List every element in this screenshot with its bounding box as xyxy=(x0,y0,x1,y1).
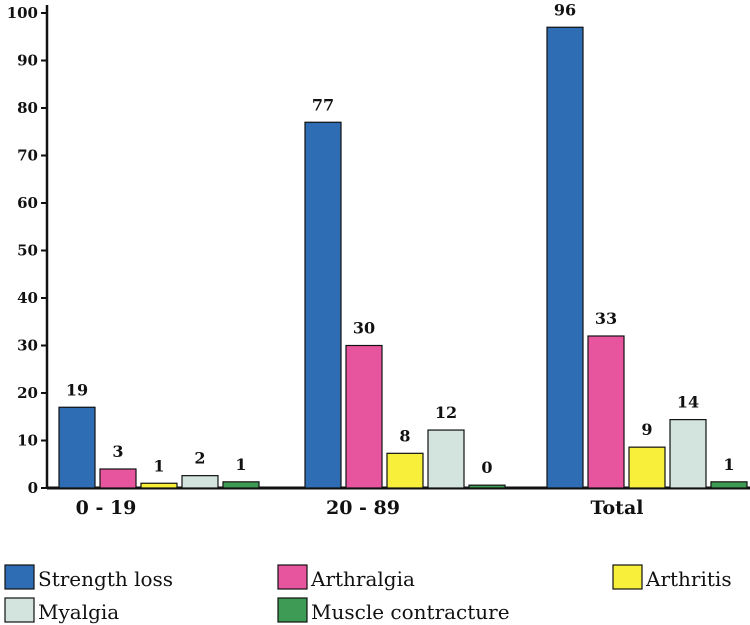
data-label: 8 xyxy=(399,426,410,445)
data-label: 3 xyxy=(112,442,123,461)
bar-myalgia-0 xyxy=(181,475,219,489)
bar-arthralgia-0 xyxy=(99,468,137,489)
bar-arthralgia-2 xyxy=(587,335,625,489)
bar-myalgia-2 xyxy=(669,419,707,489)
legend-label: Strength loss xyxy=(38,567,173,591)
x-category-label: 0 - 19 xyxy=(76,497,137,519)
y-tick-label: 100 xyxy=(7,4,38,22)
y-tick-label: 30 xyxy=(17,337,38,355)
legend-swatch xyxy=(277,597,308,623)
y-tick-label: 70 xyxy=(17,147,38,165)
bar-muscle-contracture-2 xyxy=(710,481,748,489)
bar-arthritis-0 xyxy=(140,482,178,489)
data-label: 9 xyxy=(641,420,652,439)
data-label: 1 xyxy=(723,455,734,474)
legend-swatch xyxy=(277,564,308,590)
bar-strength-loss-2 xyxy=(546,26,584,489)
legend-label: Muscle contracture xyxy=(311,600,510,624)
legend-label: Arthritis xyxy=(645,567,732,591)
bar-arthritis-2 xyxy=(628,446,666,489)
legend-swatch xyxy=(4,597,35,623)
x-category-label: Total xyxy=(591,497,644,519)
data-label: 0 xyxy=(481,458,492,477)
data-label: 2 xyxy=(194,449,205,468)
legend-label: Myalgia xyxy=(38,600,119,624)
bar-myalgia-1 xyxy=(427,429,465,489)
category-labels: 0 - 19 20 - 89 Total xyxy=(76,497,644,519)
legend-swatch xyxy=(4,564,35,590)
bar-strength-loss-1 xyxy=(304,121,342,489)
y-tick-label: 0 xyxy=(28,479,38,497)
y-tick-label: 50 xyxy=(17,242,38,260)
data-label: 12 xyxy=(435,403,457,422)
data-label: 19 xyxy=(66,380,88,399)
bar-strength-loss-0 xyxy=(58,406,96,489)
data-label: 33 xyxy=(595,309,617,328)
bar-muscle-contracture-0 xyxy=(222,481,260,489)
y-tick-label: 40 xyxy=(17,289,38,307)
y-tick-label: 20 xyxy=(17,384,38,402)
x-category-label: 20 - 89 xyxy=(326,497,400,519)
y-tick-label: 80 xyxy=(17,99,38,117)
legend-label: Arthralgia xyxy=(310,567,415,591)
chart-bars xyxy=(58,26,748,489)
y-axis-ticks: 0 10 20 30 40 50 60 70 80 90 100 xyxy=(7,4,47,497)
data-label: 14 xyxy=(677,393,699,412)
data-label: 1 xyxy=(235,455,246,474)
data-label: 77 xyxy=(312,95,334,114)
y-tick-label: 10 xyxy=(17,432,38,450)
y-tick-label: 90 xyxy=(17,52,38,70)
chart-axes xyxy=(45,5,750,490)
bar-arthritis-1 xyxy=(386,452,424,489)
data-label: 30 xyxy=(353,319,375,338)
chart-legend: Strength loss Arthralgia Arthritis Myalgia M… xyxy=(4,564,732,624)
bar-arthralgia-1 xyxy=(345,344,383,489)
data-label: 96 xyxy=(554,0,576,19)
legend-swatch xyxy=(612,564,643,590)
bar-muscle-contracture-1 xyxy=(468,484,506,489)
y-tick-label: 60 xyxy=(17,194,38,212)
data-label: 1 xyxy=(153,456,164,475)
